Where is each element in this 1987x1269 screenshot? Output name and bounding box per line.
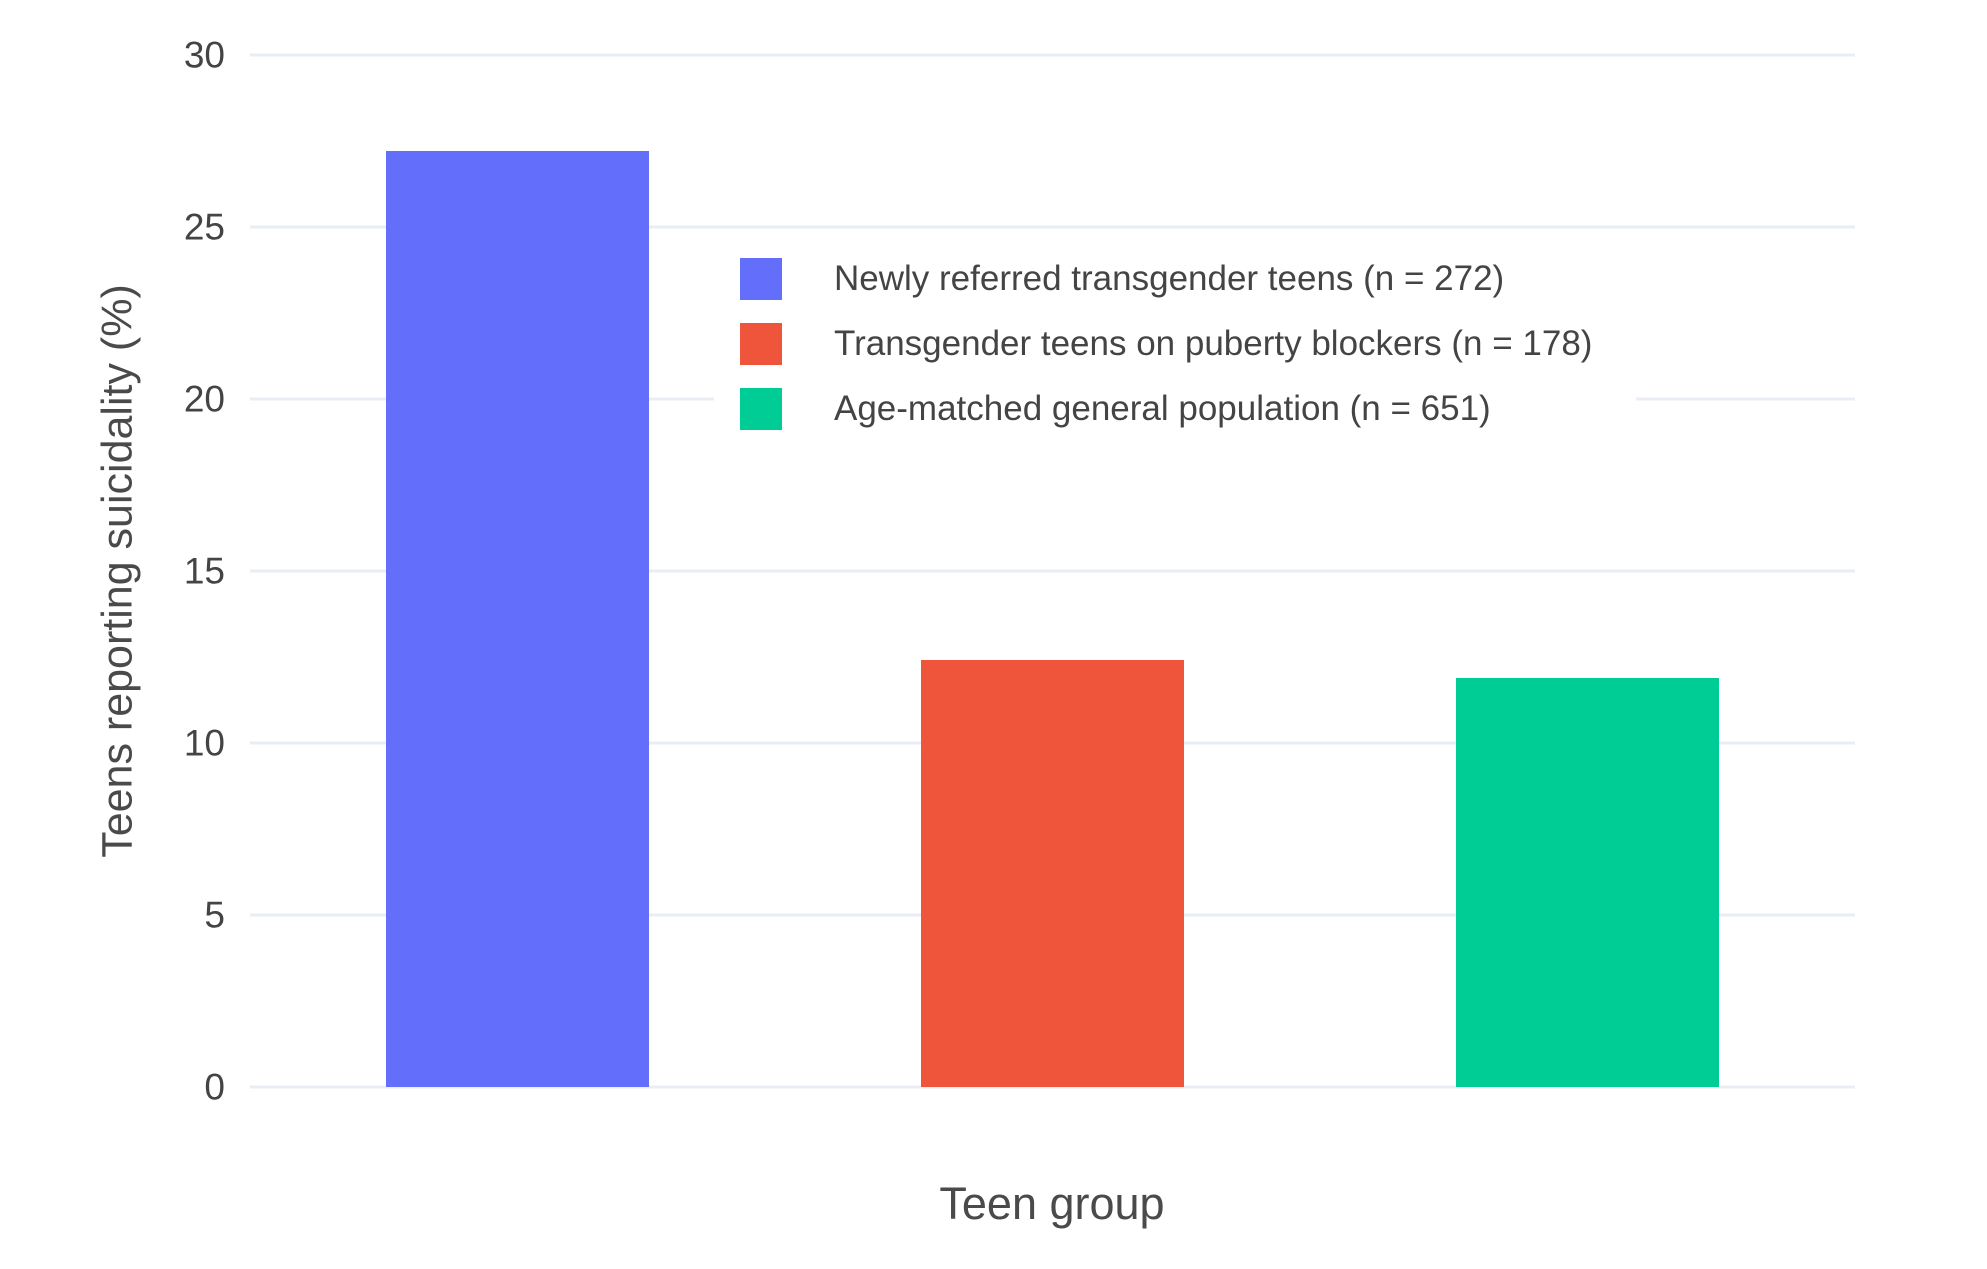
plot-area: 0 5 10 15 20 25 30 — [184, 37, 1855, 1106]
legend-item-newly-referred-transgender-teens[interactable]: Newly referred transgender teens (n = 27… — [740, 246, 1592, 311]
legend-label: Age-matched general population (n = 651) — [834, 388, 1491, 428]
bar-newly-referred-transgender-teens[interactable] — [386, 151, 649, 1087]
legend-swatch-icon — [740, 257, 782, 300]
gridline-y-0 — [250, 1085, 1855, 1089]
legend-swatch-icon — [740, 387, 782, 430]
legend-swatch-icon — [740, 322, 782, 365]
y-tick-label-25: 25 — [183, 206, 225, 248]
legend-item-transgender-teens-on-puberty-blockers[interactable]: Transgender teens on puberty blockers (n… — [740, 311, 1592, 376]
legend-item-age-matched-general-population[interactable]: Age-matched general population (n = 651) — [740, 376, 1592, 441]
y-tick-label-30: 30 — [183, 34, 225, 76]
legend-label: Newly referred transgender teens (n = 27… — [834, 258, 1505, 298]
y-tick-label-5: 5 — [204, 894, 225, 936]
y-tick-label-15: 15 — [183, 550, 225, 592]
x-axis-title: Teen group — [939, 1178, 1165, 1229]
legend-label: Transgender teens on puberty blockers (n… — [834, 323, 1593, 363]
y-tick-label-0: 0 — [204, 1066, 225, 1108]
gridline-y-25 — [250, 225, 1855, 229]
y-tick-label-20: 20 — [183, 378, 225, 420]
y-tick-label-10: 10 — [183, 722, 225, 764]
bar-age-matched-general-population[interactable] — [1456, 677, 1719, 1087]
legend: Newly referred transgender teens (n = 27… — [714, 238, 1637, 451]
bar-transgender-teens-on-puberty-blockers[interactable] — [921, 660, 1184, 1087]
gridline-y-30 — [250, 53, 1855, 57]
gridline-y-15 — [250, 569, 1855, 573]
